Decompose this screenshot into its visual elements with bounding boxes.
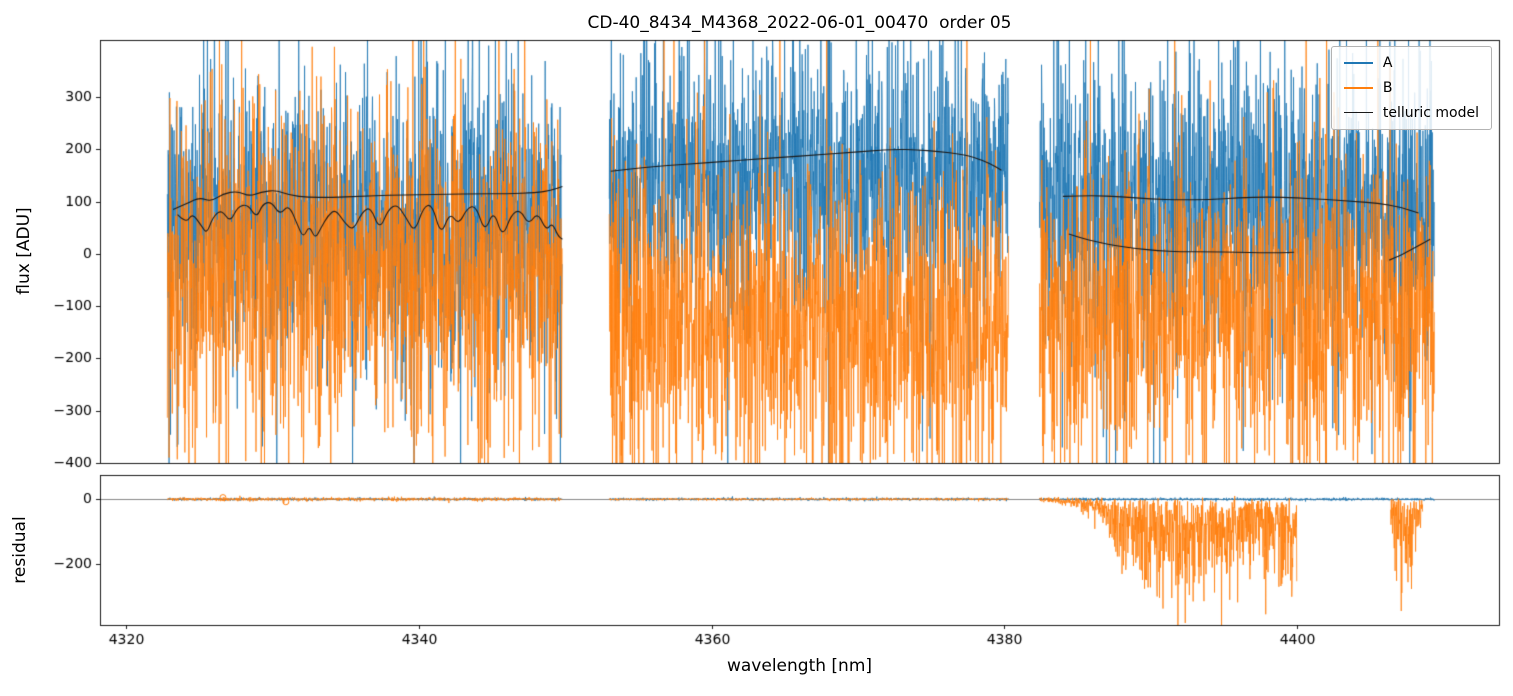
flux-axis-label: flux [ADU] — [14, 207, 34, 295]
legend-entry-series-a: A — [1343, 55, 1479, 72]
chart-title: CD-40_8434_M4368_2022-06-01_00470 order … — [587, 13, 1012, 33]
plot-legend: A B telluric model — [1330, 46, 1492, 131]
series-b-line-sample — [1343, 87, 1373, 90]
legend-entry-telluric-model: telluric model — [1343, 104, 1479, 122]
residual-axis-label: residual — [10, 516, 30, 584]
series-b-label: B — [1382, 79, 1393, 96]
telluric-model-label: telluric model — [1382, 104, 1479, 121]
wavelength-axis-label: wavelength [nm] — [726, 656, 873, 676]
telluric-model-line-sample — [1343, 112, 1373, 114]
series-a-label: A — [1382, 55, 1393, 71]
legend-entry-series-b: B — [1343, 79, 1479, 97]
series-a-line-sample — [1343, 62, 1373, 65]
